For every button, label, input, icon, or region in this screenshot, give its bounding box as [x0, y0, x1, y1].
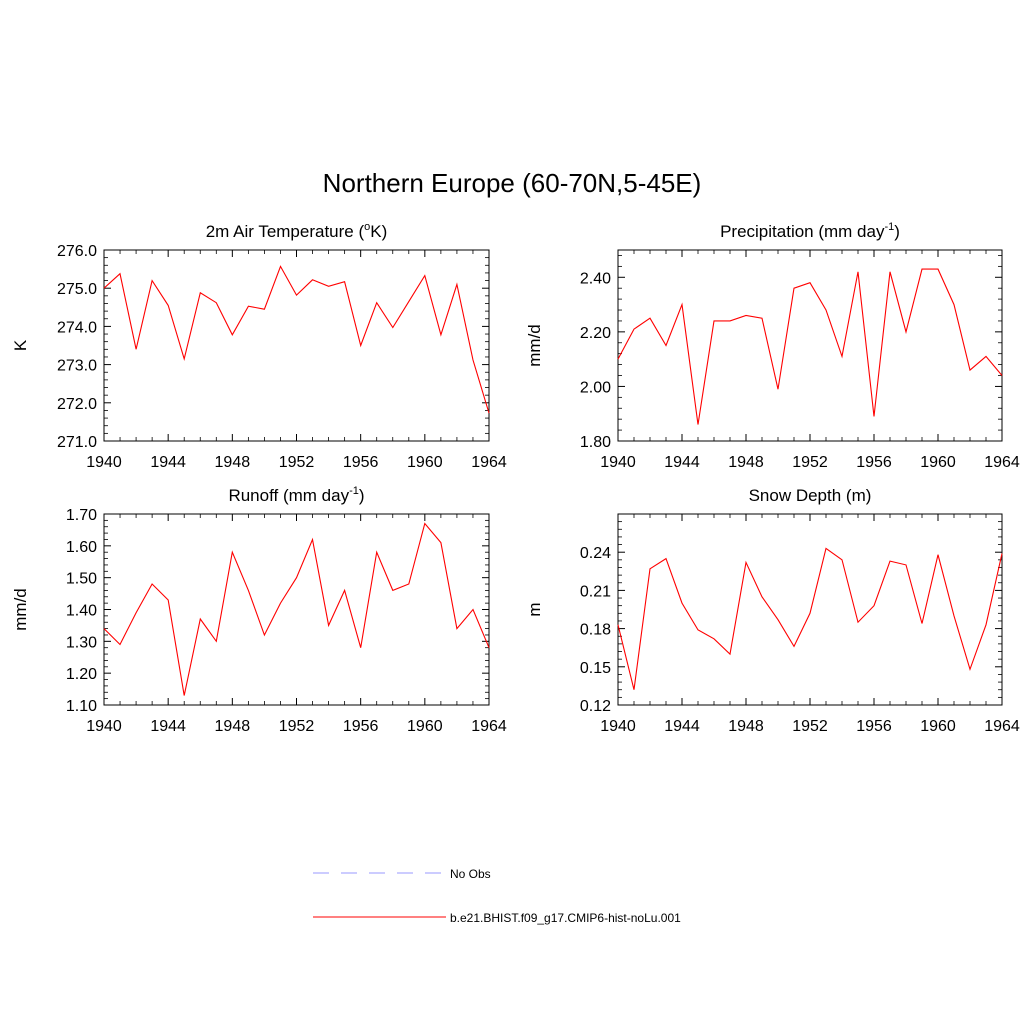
- plot-frame: [617, 249, 1003, 442]
- x-tick-label: 1944: [150, 454, 186, 471]
- x-tick-label: 1960: [920, 718, 956, 735]
- series-line: [617, 547, 1003, 690]
- x-tick-label: 1952: [279, 454, 315, 471]
- y-tick-label: 1.80: [580, 434, 611, 451]
- y-tick-label: 0.18: [580, 622, 611, 639]
- x-tick-label: 1952: [279, 718, 315, 735]
- legend-label: No Obs: [450, 867, 491, 881]
- x-tick-label: 1948: [728, 718, 764, 735]
- x-tick-label: 1960: [407, 454, 443, 471]
- y-tick-label: 0.15: [580, 660, 611, 677]
- figure-title: Northern Europe (60-70N,5-45E): [322, 168, 702, 198]
- y-tick-label: 276.0: [57, 243, 97, 260]
- x-tick-label: 1948: [215, 718, 251, 735]
- legend-item-1: No Obs: [313, 867, 491, 881]
- y-axis-label: m: [525, 602, 544, 616]
- x-tick-label: 1956: [343, 454, 379, 471]
- y-tick-label: 271.0: [57, 434, 97, 451]
- series-line: [103, 265, 490, 414]
- y-tick-label: 273.0: [57, 358, 97, 375]
- x-tick-label: 1948: [215, 454, 251, 471]
- x-tick-label: 1960: [407, 718, 443, 735]
- y-tick-label: 0.21: [580, 583, 611, 600]
- plot-frame: [103, 513, 490, 706]
- x-tick-label: 1956: [856, 454, 892, 471]
- x-tick-label: 1964: [471, 454, 507, 471]
- x-tick-label: 1940: [600, 454, 636, 471]
- y-tick-label: 2.40: [580, 270, 611, 287]
- legend-item-2: b.e21.BHIST.f09_g17.CMIP6-hist-noLu.001: [313, 911, 681, 925]
- series-line: [617, 268, 1003, 425]
- y-tick-label: 1.70: [66, 507, 97, 524]
- y-tick-label: 1.40: [66, 603, 97, 620]
- plot-frame: [103, 249, 490, 442]
- panel-title: Snow Depth (m): [749, 486, 872, 505]
- x-tick-label: 1964: [471, 718, 507, 735]
- x-tick-label: 1940: [600, 718, 636, 735]
- y-tick-label: 0.12: [580, 698, 611, 715]
- y-tick-label: 0.24: [580, 545, 611, 562]
- legend-label: b.e21.BHIST.f09_g17.CMIP6-hist-noLu.001: [450, 911, 681, 925]
- y-tick-label: 2.20: [580, 325, 611, 342]
- series-line: [103, 522, 490, 696]
- x-tick-label: 1964: [984, 718, 1020, 735]
- panel-title: 2m Air Temperature (oK): [206, 221, 388, 241]
- y-tick-label: 275.0: [57, 281, 97, 298]
- x-tick-label: 1944: [664, 718, 700, 735]
- y-tick-label: 1.20: [66, 666, 97, 683]
- x-tick-label: 1960: [920, 454, 956, 471]
- y-tick-label: 2.00: [580, 379, 611, 396]
- y-axis-label: mm/d: [11, 588, 30, 631]
- y-tick-label: 1.50: [66, 571, 97, 588]
- panel-3: 1940 1944 1948 1952 1956 1960 1964 1.10 1.20 1.30…: [11, 485, 507, 735]
- y-tick-label: 1.60: [66, 539, 97, 556]
- panel-title: Runoff (mm day-1): [228, 485, 364, 505]
- y-axis-label: K: [11, 339, 30, 351]
- panel-title: Precipitation (mm day-1): [720, 221, 900, 241]
- x-tick-label: 1940: [86, 718, 122, 735]
- y-tick-label: 274.0: [57, 319, 97, 336]
- x-tick-label: 1956: [856, 718, 892, 735]
- x-tick-label: 1948: [728, 454, 764, 471]
- y-tick-label: 1.30: [66, 634, 97, 651]
- x-tick-label: 1944: [150, 718, 186, 735]
- y-tick-label: 1.10: [66, 698, 97, 715]
- y-tick-label: 272.0: [57, 396, 97, 413]
- plot-frame: [617, 513, 1003, 706]
- x-tick-label: 1964: [984, 454, 1020, 471]
- x-tick-label: 1944: [664, 454, 700, 471]
- x-tick-label: 1952: [792, 718, 828, 735]
- y-axis-label: mm/d: [525, 324, 544, 367]
- x-tick-label: 1952: [792, 454, 828, 471]
- panel-1: 1940 1944 1948 1952 1956 1960 1964 271.0 272.0 27…: [11, 221, 507, 471]
- panel-2: 1940 1944 1948 1952 1956 1960 1964 1.80 2.00 2.20…: [525, 221, 1020, 471]
- x-tick-label: 1956: [343, 718, 379, 735]
- panel-4: 1940 1944 1948 1952 1956 1960 1964 0.12 0.15 0.18…: [525, 486, 1020, 735]
- x-tick-label: 1940: [86, 454, 122, 471]
